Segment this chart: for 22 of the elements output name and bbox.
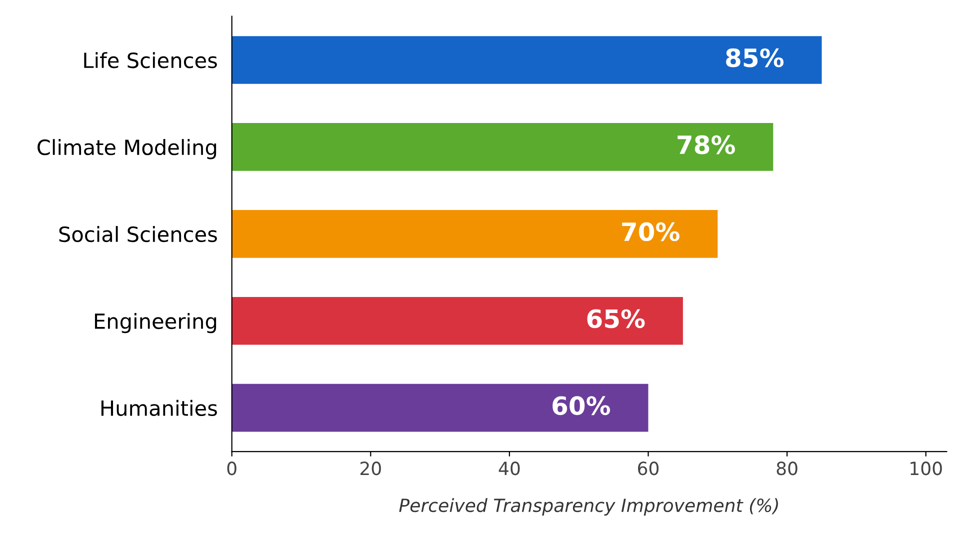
x-tick-label: 60 bbox=[638, 462, 659, 476]
x-tick-label: 20 bbox=[360, 462, 381, 476]
data-label: 65% bbox=[587, 309, 645, 328]
x-axis-title: Perceived Transparency Improvement (%) bbox=[399, 498, 778, 516]
y-tick-label: Engineering bbox=[94, 312, 216, 334]
bar bbox=[232, 123, 774, 171]
data-label: 78% bbox=[678, 135, 735, 154]
data-label: 60% bbox=[552, 396, 610, 416]
data-label: 85% bbox=[726, 48, 784, 68]
bar bbox=[232, 296, 683, 345]
x-tick-label: 0 bbox=[227, 462, 236, 476]
x-tick-label: 80 bbox=[776, 462, 798, 476]
bar bbox=[232, 36, 822, 84]
x-tick-label: 40 bbox=[498, 462, 520, 476]
data-label: 70% bbox=[622, 222, 680, 242]
bar bbox=[232, 210, 718, 258]
y-tick-label: Humanities bbox=[101, 400, 217, 416]
y-tick-label: Social Sciences bbox=[59, 226, 217, 242]
bar bbox=[232, 384, 648, 432]
y-tick-label: Life Sciences bbox=[84, 52, 217, 68]
y-tick-label: Climate Modeling bbox=[38, 139, 216, 160]
x-tick-label: 100 bbox=[910, 462, 942, 476]
